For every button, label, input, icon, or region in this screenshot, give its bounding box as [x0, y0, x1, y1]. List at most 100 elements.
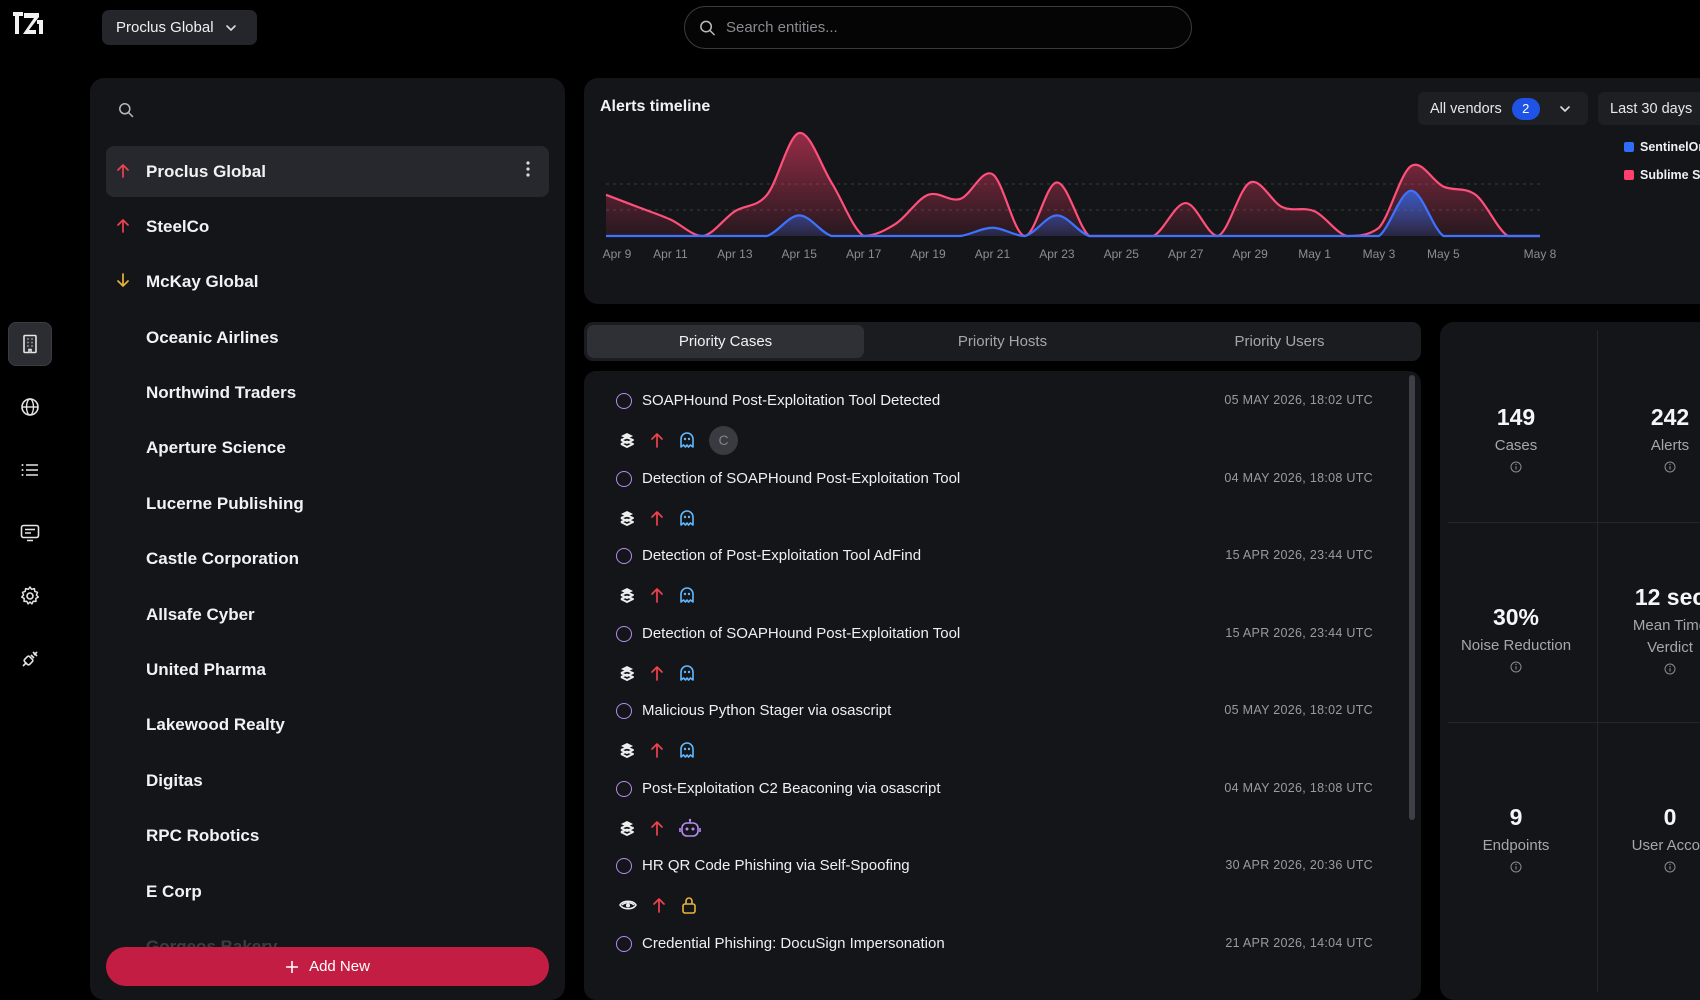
entity-item[interactable]: United Pharma: [106, 645, 549, 696]
entity-item[interactable]: Castle Corporation: [106, 534, 549, 585]
info-icon[interactable]: [1595, 861, 1700, 873]
case-title: Malicious Python Stager via osascript: [642, 702, 892, 719]
divider: [1448, 722, 1700, 723]
case-row[interactable]: HR QR Code Phishing via Self-Spoofing 30…: [616, 850, 1373, 926]
ghost-icon: [680, 587, 694, 603]
search-icon[interactable]: [118, 102, 134, 118]
case-select-radio[interactable]: [616, 625, 632, 642]
alerts-timeline-card: Apr 9 Apr 11 Apr 13 Apr 15 Apr 17 Apr 19 Apr 2…: [584, 78, 1700, 304]
x-tick-label: Apr 25: [1104, 247, 1140, 261]
case-row[interactable]: Malicious Python Stager via osascript 05…: [616, 695, 1373, 771]
case-row[interactable]: Detection of SOAPHound Post-Exploitation…: [616, 463, 1373, 539]
entity-item[interactable]: Oceanic Airlines: [106, 312, 549, 363]
more-options-icon[interactable]: [525, 160, 531, 178]
date-range-filter[interactable]: Last 30 days: [1598, 92, 1700, 125]
nav-settings[interactable]: [8, 574, 52, 618]
stat-label: Alerts: [1650, 437, 1690, 454]
legend-item[interactable]: Sublime Security: [1624, 168, 1700, 182]
case-row[interactable]: Detection of Post-Exploitation Tool AdFi…: [616, 540, 1373, 616]
case-select-radio[interactable]: [616, 393, 632, 409]
assignee-avatar[interactable]: C: [709, 425, 738, 455]
entity-item[interactable]: E Corp: [106, 866, 549, 917]
search-input[interactable]: [725, 19, 1177, 36]
entity-item[interactable]: Digitas: [106, 755, 549, 806]
entity-item[interactable]: Lucerne Publishing: [106, 478, 549, 529]
case-row[interactable]: SOAPHound Post-Exploitation Tool Detecte…: [616, 385, 1373, 461]
case-select-radio[interactable]: [616, 858, 632, 874]
add-new-button[interactable]: Add New: [106, 947, 549, 986]
case-icons: C: [619, 425, 738, 455]
case-icons: [619, 813, 701, 843]
entity-item[interactable]: Lakewood Realty: [106, 700, 549, 751]
vendor-count-badge: 2: [1511, 97, 1540, 120]
entity-item[interactable]: RPC Robotics: [106, 811, 549, 862]
case-row[interactable]: Detection of SOAPHound Post-Exploitation…: [616, 618, 1373, 694]
case-select-radio[interactable]: [616, 703, 632, 719]
priority-tabs: Priority Cases Priority Hosts Priority U…: [584, 322, 1421, 361]
stat-label: User Accou: [1631, 837, 1700, 854]
entity-item[interactable]: Northwind Traders: [106, 368, 549, 419]
x-tick-label: Apr 11: [653, 247, 688, 261]
series-line-sentinelone[interactable]: [605, 189, 1540, 238]
org-selector[interactable]: Proclus Global: [102, 10, 257, 45]
tab-priority-hosts[interactable]: Priority Hosts: [957, 333, 1048, 350]
stat-card: 149 Cases: [1441, 404, 1591, 473]
case-title: HR QR Code Phishing via Self-Spoofing: [642, 857, 910, 874]
entity-item[interactable]: Allsafe Cyber: [106, 589, 549, 640]
eye-icon: [619, 900, 637, 910]
info-icon[interactable]: [1595, 663, 1700, 675]
info-icon[interactable]: [1441, 461, 1591, 473]
entity-item[interactable]: Proclus Global: [106, 146, 549, 197]
case-row[interactable]: Credential Phishing: DocuSign Impersonat…: [616, 928, 1373, 1000]
nav-messages[interactable]: [8, 511, 52, 555]
vendor-filter[interactable]: All vendors 2: [1418, 92, 1588, 125]
nav-organizations[interactable]: [8, 322, 52, 366]
x-tick-label: May 8: [1524, 247, 1557, 261]
nav-network[interactable]: [8, 385, 52, 429]
stat-label: Endpoints: [1482, 837, 1550, 854]
legend-item[interactable]: SentinelOne: [1624, 140, 1700, 154]
entity-item[interactable]: McKay Global: [106, 257, 549, 308]
nav-list[interactable]: [8, 448, 52, 492]
case-title: Credential Phishing: DocuSign Impersonat…: [642, 934, 945, 952]
entity-name: RPC Robotics: [146, 826, 260, 846]
tab-priority-users[interactable]: Priority Users: [1234, 333, 1325, 350]
robot-icon: [679, 818, 701, 837]
company-logo[interactable]: [12, 10, 44, 36]
case-icons: [619, 735, 695, 765]
case-row[interactable]: Post-Exploitation C2 Beaconing via osasc…: [616, 773, 1373, 849]
lock-icon: [682, 897, 696, 914]
chart-legend: SentinelOne Sublime Security: [1624, 140, 1700, 196]
info-icon[interactable]: [1595, 461, 1700, 473]
global-search[interactable]: [684, 6, 1192, 49]
case-timestamp: 30 APR 2026, 20:36 UTC: [1225, 858, 1373, 872]
case-select-radio[interactable]: [616, 470, 632, 487]
case-select-radio[interactable]: [616, 780, 632, 797]
trend-down-icon: [117, 272, 129, 287]
stat-value: 9: [1509, 804, 1523, 830]
entity-name: Oceanic Airlines: [146, 327, 279, 347]
series-line-sublime-security[interactable]: [605, 131, 1540, 238]
entity-name: Lakewood Realty: [146, 715, 285, 735]
case-select-radio[interactable]: [616, 548, 632, 564]
gear-icon: [20, 586, 40, 605]
entity-item[interactable]: SteelCo: [106, 201, 549, 252]
case-timestamp: 04 MAY 2026, 18:08 UTC: [1224, 470, 1373, 485]
entity-item[interactable]: Aperture Science: [106, 423, 549, 474]
x-tick-label: Apr 9: [603, 247, 632, 261]
x-tick-label: Apr 21: [975, 247, 1011, 261]
layers-icon: [620, 820, 634, 836]
scrollbar[interactable]: [1409, 375, 1415, 820]
nav-integrations[interactable]: [8, 637, 52, 681]
info-icon[interactable]: [1441, 861, 1591, 873]
entity-name: SteelCo: [146, 216, 210, 236]
tab-priority-cases[interactable]: Priority Cases: [587, 325, 864, 358]
info-icon[interactable]: [1441, 661, 1591, 673]
add-new-label: Add New: [309, 958, 370, 975]
stat-value: 149: [1496, 404, 1536, 430]
priority-up-icon: [651, 665, 663, 681]
priority-cases-list: SOAPHound Post-Exploitation Tool Detecte…: [584, 371, 1421, 1000]
divider: [1448, 522, 1700, 523]
case-select-radio[interactable]: [616, 935, 632, 952]
x-tick-label: May 1: [1298, 247, 1331, 261]
